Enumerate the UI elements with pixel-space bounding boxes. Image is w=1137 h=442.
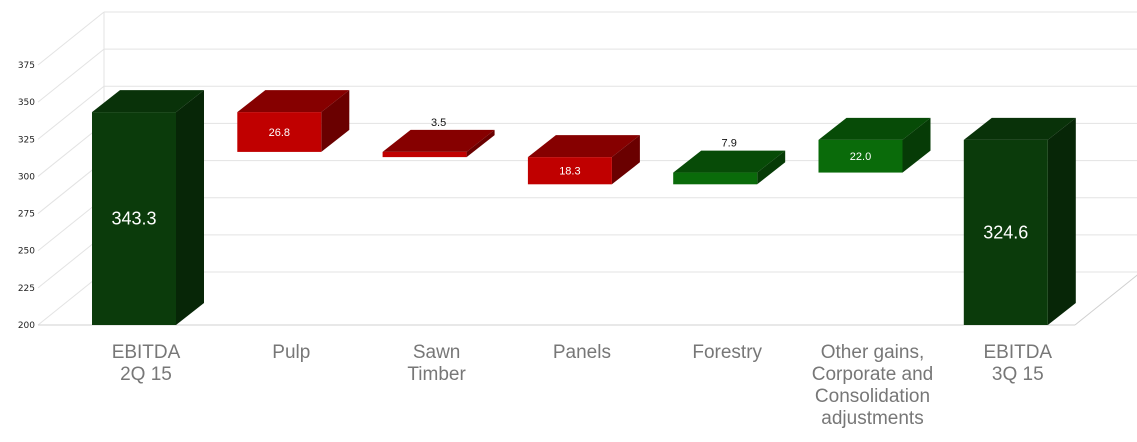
bar-side-face xyxy=(902,117,931,173)
bar-forestry xyxy=(673,150,786,185)
floor-right-edge xyxy=(1074,274,1137,326)
bar-other-gains-corporate-and-consolidation-adjustments xyxy=(818,117,931,173)
bars xyxy=(92,90,1076,326)
bar-top-face xyxy=(382,129,495,152)
bar-panels xyxy=(527,135,640,185)
category-label-line: Timber xyxy=(407,364,466,385)
category-label-line: Sawn xyxy=(413,342,461,363)
category-label: Sawn Timber xyxy=(407,342,466,385)
y-tick-label: 225 xyxy=(18,284,35,294)
bar-top-face xyxy=(527,135,640,158)
data-label: 3.5 xyxy=(431,117,446,129)
category-label: Pulp xyxy=(272,342,310,363)
data-label: 324.6 xyxy=(983,222,1028,242)
data-label: 343.3 xyxy=(111,209,156,229)
category-label: Panels xyxy=(553,342,611,363)
bar-side-face xyxy=(321,90,350,152)
bar-side-face xyxy=(757,150,786,185)
category-label-line: Forestry xyxy=(692,342,762,363)
bar-side-face xyxy=(466,129,495,158)
bar-front-face xyxy=(237,112,322,152)
bar-top-face xyxy=(818,117,931,140)
category-label-line: Other gains, xyxy=(821,342,925,363)
bar-front-face xyxy=(818,139,903,173)
y-tick-label: 275 xyxy=(18,210,35,220)
gridline-diagonal xyxy=(37,85,105,140)
data-label: 22.0 xyxy=(850,151,871,163)
bar-front-face xyxy=(963,139,1048,325)
bar-side-face xyxy=(1047,117,1076,325)
category-label-line: Consolidation xyxy=(815,386,930,407)
bar-top-face xyxy=(963,117,1076,140)
y-tick-label: 325 xyxy=(18,135,35,145)
y-tick-label: 375 xyxy=(18,61,35,71)
category-label-line: Pulp xyxy=(272,342,310,363)
gridline-diagonal xyxy=(37,48,105,103)
category-label: Forestry xyxy=(692,342,762,363)
category-label-line: EBITDA xyxy=(983,342,1052,363)
category-label-line: EBITDA xyxy=(112,342,181,363)
y-tick-label: 200 xyxy=(18,321,35,331)
bar-sawn-timber xyxy=(382,129,495,158)
bar-front-face xyxy=(92,112,176,326)
y-tick-label: 350 xyxy=(18,98,35,108)
bar-pulp xyxy=(237,90,350,152)
bar-side-face xyxy=(611,135,640,185)
bar-top-face xyxy=(237,90,350,113)
gridline-diagonal xyxy=(37,11,105,66)
y-tick-label: 250 xyxy=(18,247,35,257)
data-label: 26.8 xyxy=(269,127,290,139)
category-label: EBITDA 3Q 15 xyxy=(983,342,1052,385)
category-label-line: Corporate and xyxy=(812,364,933,385)
bar-top-face xyxy=(673,150,786,173)
data-labels: 343.3 26.8 3.5 18.3 7.9 22.0 324.6 xyxy=(111,117,1028,243)
bar-top-face xyxy=(92,90,204,113)
bar-front-face xyxy=(673,172,758,185)
bar-front-face xyxy=(527,157,612,185)
y-axis-ticks: 200 225 250 275 300 325 350 375 xyxy=(18,61,35,331)
bar-ebitda-3q-15 xyxy=(963,117,1076,325)
category-label: Other gains, Corporate and Consolidation ad… xyxy=(812,342,933,429)
bar-side-face xyxy=(176,90,204,326)
bar-ebitda-2q-15 xyxy=(92,90,204,326)
category-label: EBITDA 2Q 15 xyxy=(112,342,181,385)
bar-front-face xyxy=(382,151,467,158)
category-label-line: 3Q 15 xyxy=(992,364,1044,385)
category-label-line: 2Q 15 xyxy=(120,364,172,385)
category-label-line: Panels xyxy=(553,342,611,363)
y-tick-label: 300 xyxy=(18,172,35,182)
data-label: 18.3 xyxy=(559,166,580,178)
data-label: 7.9 xyxy=(722,138,737,150)
category-label-line: adjustments xyxy=(821,408,923,429)
